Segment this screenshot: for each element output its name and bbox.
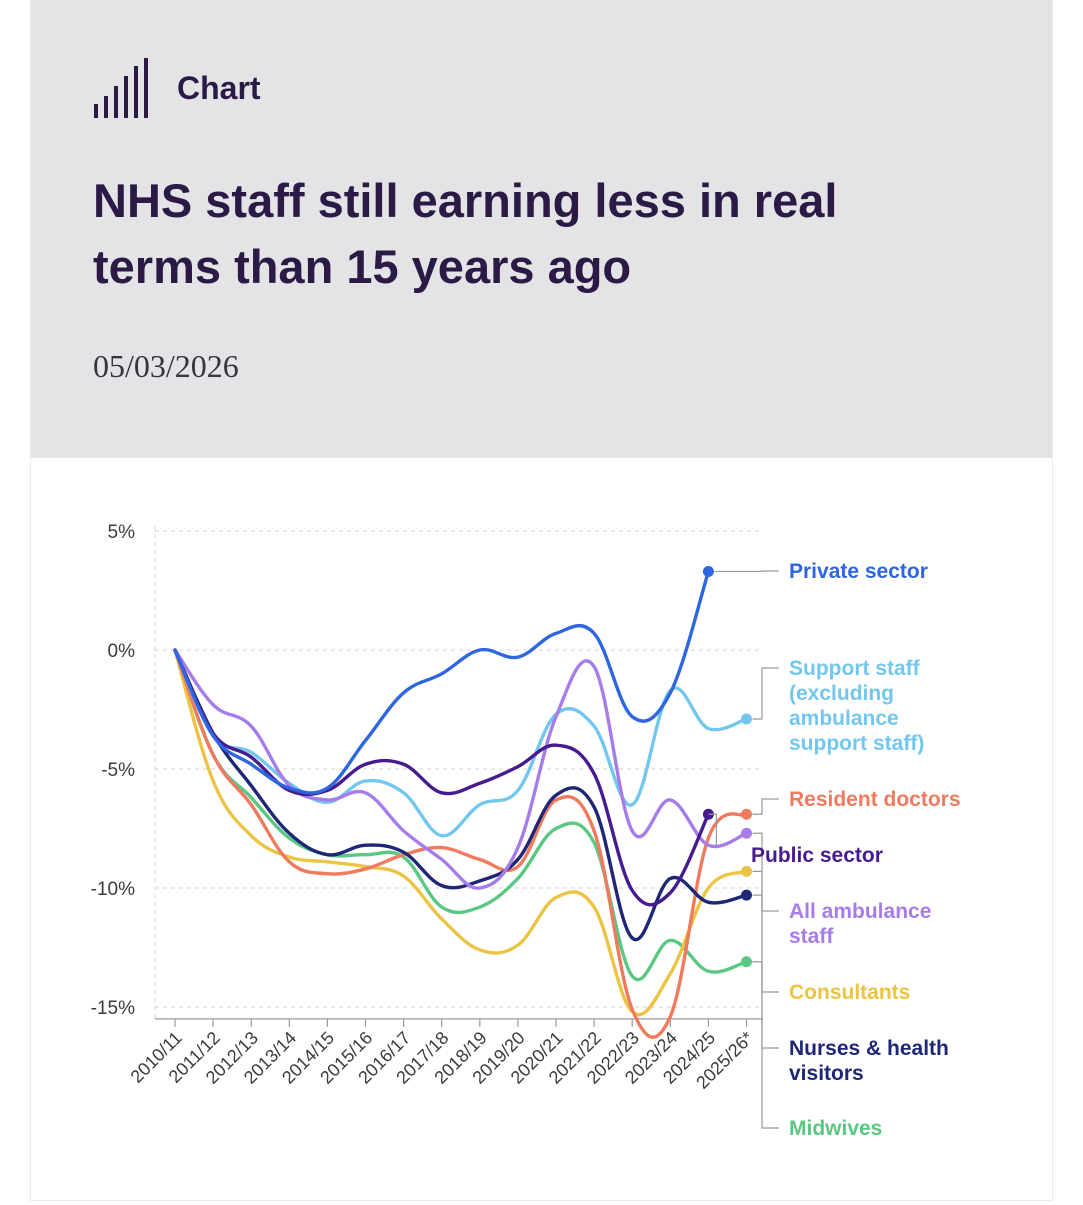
label-connector-resident-doctors — [753, 799, 780, 814]
series-label-line: staff — [789, 925, 834, 948]
series-end-dot-consultants — [741, 866, 752, 877]
chart-card: Chart NHS staff still earning less in re… — [31, 0, 1052, 1200]
y-tick-label: 0% — [108, 641, 136, 662]
series-label-line: visitors — [789, 1062, 864, 1085]
series-label-line: Public sector — [751, 844, 883, 867]
series-end-dot-support-staff-excluding-ambulance-support-staff — [741, 714, 752, 725]
y-tick-label: -10% — [91, 879, 135, 900]
series-end-dot-midwives — [741, 956, 752, 967]
series-line-consultants — [175, 650, 747, 1015]
series-label-midwives: Midwives — [789, 1117, 882, 1140]
series-line-midwives — [175, 650, 747, 980]
bar-chart-icon — [93, 56, 151, 120]
series-label-line: All ambulance — [789, 900, 931, 923]
series-label-line: Resident doctors — [789, 788, 961, 811]
label-connector-nurses-health-visitors — [753, 895, 780, 1048]
series-label-line: support staff) — [789, 732, 924, 755]
series-end-dot-nurses-health-visitors — [741, 890, 752, 901]
y-tick-label: -5% — [101, 760, 135, 781]
line-chart: 5% 0% -5% -10% -15% 2010/112011/122012/13201… — [31, 458, 1052, 1200]
series-label-line: Consultants — [789, 981, 910, 1004]
series-label-line: Nurses & health — [789, 1037, 949, 1060]
y-axis-ticks: 5% 0% -5% -10% -15% — [91, 522, 135, 1019]
series-line-nurses-health-visitors — [175, 650, 747, 940]
series-label-line: Private sector — [789, 560, 928, 583]
grid-lines — [155, 526, 763, 1019]
series-label-public-sector: Public sector — [751, 844, 883, 867]
chart-title: NHS staff still earning less in real ter… — [93, 168, 953, 300]
chart-header: Chart NHS staff still earning less in re… — [31, 0, 1052, 458]
label-connector-support-staff-excluding-ambulance-support-staff — [753, 668, 780, 719]
series-label-line: Support staff — [789, 657, 921, 680]
series-label-line: (excluding — [789, 682, 894, 705]
publish-date: 05/03/2026 — [93, 348, 239, 385]
label-connector-midwives — [753, 962, 780, 1128]
series-label-line: ambulance — [789, 707, 899, 730]
series-end-dot-private-sector — [703, 566, 714, 577]
series-line-public-sector — [175, 650, 708, 905]
y-tick-label: 5% — [108, 522, 136, 543]
label-connector-consultants — [753, 871, 780, 992]
series-end-dot-resident-doctors — [741, 809, 752, 820]
y-tick-label: -15% — [91, 998, 135, 1019]
x-axis: 2010/112011/122012/132013/142014/152015/… — [127, 1019, 763, 1093]
chart-label-row: Chart — [93, 56, 261, 120]
section-label: Chart — [177, 70, 261, 107]
series-label-resident-doctors: Resident doctors — [789, 788, 961, 811]
series-label-private-sector: Private sector — [789, 560, 928, 583]
series-end-dot-all-ambulance-staff — [741, 828, 752, 839]
series-lines — [175, 566, 752, 1037]
series-label-line: Midwives — [789, 1117, 882, 1140]
series-label-consultants: Consultants — [789, 981, 910, 1004]
